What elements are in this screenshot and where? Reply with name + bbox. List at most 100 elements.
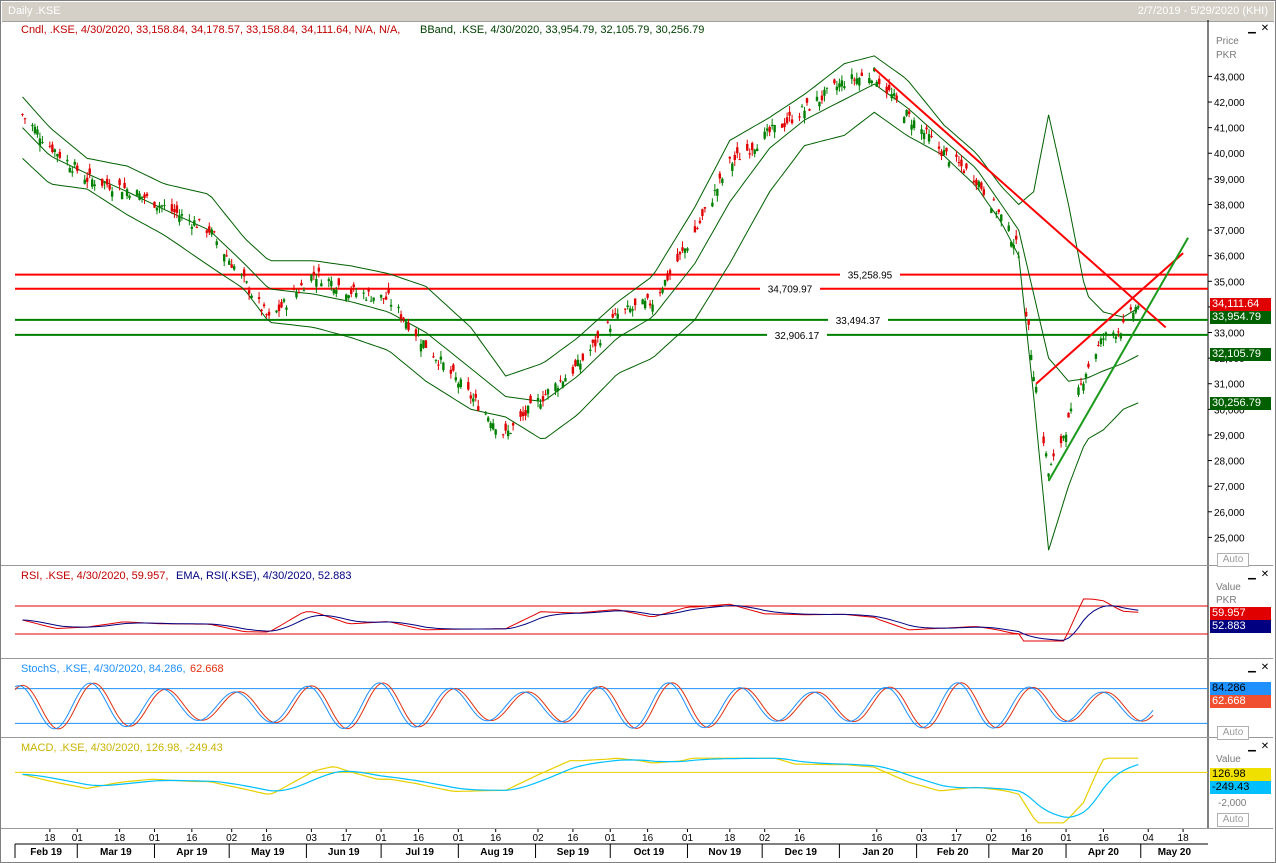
minimize-icon[interactable]: ▁ [1248,23,1256,34]
bband-line [22,111,1139,551]
candle-body [1059,436,1063,444]
x-day-tick-label: 01 [682,833,694,844]
candle-body [1094,354,1098,359]
candle-body [285,307,288,310]
x-month-label: Sep 19 [557,847,590,858]
candle-body [506,430,510,437]
candle-body [995,212,998,215]
candle-body [454,377,458,381]
candle-body [651,304,654,312]
candle-body [56,154,59,157]
x-day-tick-label: 01 [1060,833,1072,844]
candle-body [770,124,774,126]
candle-body [188,219,191,221]
candle-body [118,179,121,186]
candle-body [51,144,54,153]
x-day-tick-label: 03 [916,833,928,844]
candle-body [992,199,996,201]
x-month-label: May 19 [251,847,285,858]
close-icon[interactable]: ✕ [1260,662,1270,673]
candle-body [962,170,966,173]
candle-body [591,339,595,343]
minimize-icon[interactable]: ▁ [1248,662,1256,673]
close-icon[interactable]: ✕ [1260,741,1270,752]
x-day-tick-label: 18 [44,833,56,844]
stoch-auto-button[interactable]: Auto [1217,726,1249,740]
rsi-ema-value-box: 52.883 [1210,620,1271,633]
candle-body [145,193,149,196]
x-day-tick-label: 01 [605,833,617,844]
x-day-tick-label: 01 [72,833,84,844]
candle-body [1112,332,1115,335]
price-tick-label: 29,000 [1214,431,1245,442]
candle-body [487,417,490,422]
price-auto-button[interactable]: Auto [1217,553,1249,567]
macd-auto-button[interactable]: Auto [1217,813,1249,827]
candle-body [158,205,161,208]
panel-separator[interactable] [1,828,1273,829]
panel-separator[interactable] [1,737,1273,738]
candle-body [1052,453,1055,457]
candle-body [559,380,562,382]
rsi-panel [15,598,1208,642]
candle-body [240,274,243,276]
candle-body [790,119,794,124]
close-icon[interactable]: ✕ [1260,569,1270,580]
candle-body [225,255,228,257]
candle-body [1134,306,1137,313]
candle-body [805,98,809,103]
candle-body [364,299,368,301]
candle-body [1015,235,1018,240]
close-icon[interactable]: ✕ [1260,23,1270,34]
candle-body [123,182,126,188]
minimize-icon[interactable]: ▁ [1248,741,1256,752]
candle-body [783,122,786,128]
candle-body [957,161,961,164]
candle-body [581,353,585,361]
candle-body [1104,332,1108,335]
candle-body [1017,256,1020,258]
candle-body [716,189,719,196]
x-day-tick-label: 18 [1178,833,1190,844]
candle-body [711,202,714,207]
candle-body [404,322,408,329]
candle-body [407,322,410,331]
candle-body [541,396,545,402]
price-tick-label: 26,000 [1214,508,1245,519]
candle-body [477,406,480,411]
stoch-d-value-box: 62.668 [1210,695,1271,708]
candle-body [1102,338,1105,340]
panel-separator[interactable] [1,565,1273,566]
x-month-label: Jan 20 [862,847,894,858]
candle-body [282,299,286,302]
candle-body [927,134,931,142]
panel-separator[interactable] [1,658,1273,659]
candle-body [885,86,888,94]
candle-body [870,80,873,84]
candle-body [347,295,350,298]
candle-body [892,93,896,96]
candle-body [277,304,281,312]
candle-body [1000,214,1003,221]
candle-body [1114,336,1118,339]
candle-body [198,218,201,220]
candle-body [833,79,836,84]
candle-body [718,173,722,179]
candle-body [83,179,86,184]
candle-body [143,194,146,199]
candle-body [135,190,139,196]
candle-body [170,204,174,212]
candle-body [434,359,438,361]
level-label-bg [760,282,820,295]
candle-body [768,127,771,133]
candle-body [120,192,124,200]
candle-body [384,296,388,300]
minimize-icon[interactable]: ▁ [1248,569,1256,580]
candle-body [868,78,871,83]
candle-body [539,404,542,409]
candle-body [907,111,911,114]
candle-body [250,295,253,298]
x-month-label: Nov 19 [708,847,741,858]
